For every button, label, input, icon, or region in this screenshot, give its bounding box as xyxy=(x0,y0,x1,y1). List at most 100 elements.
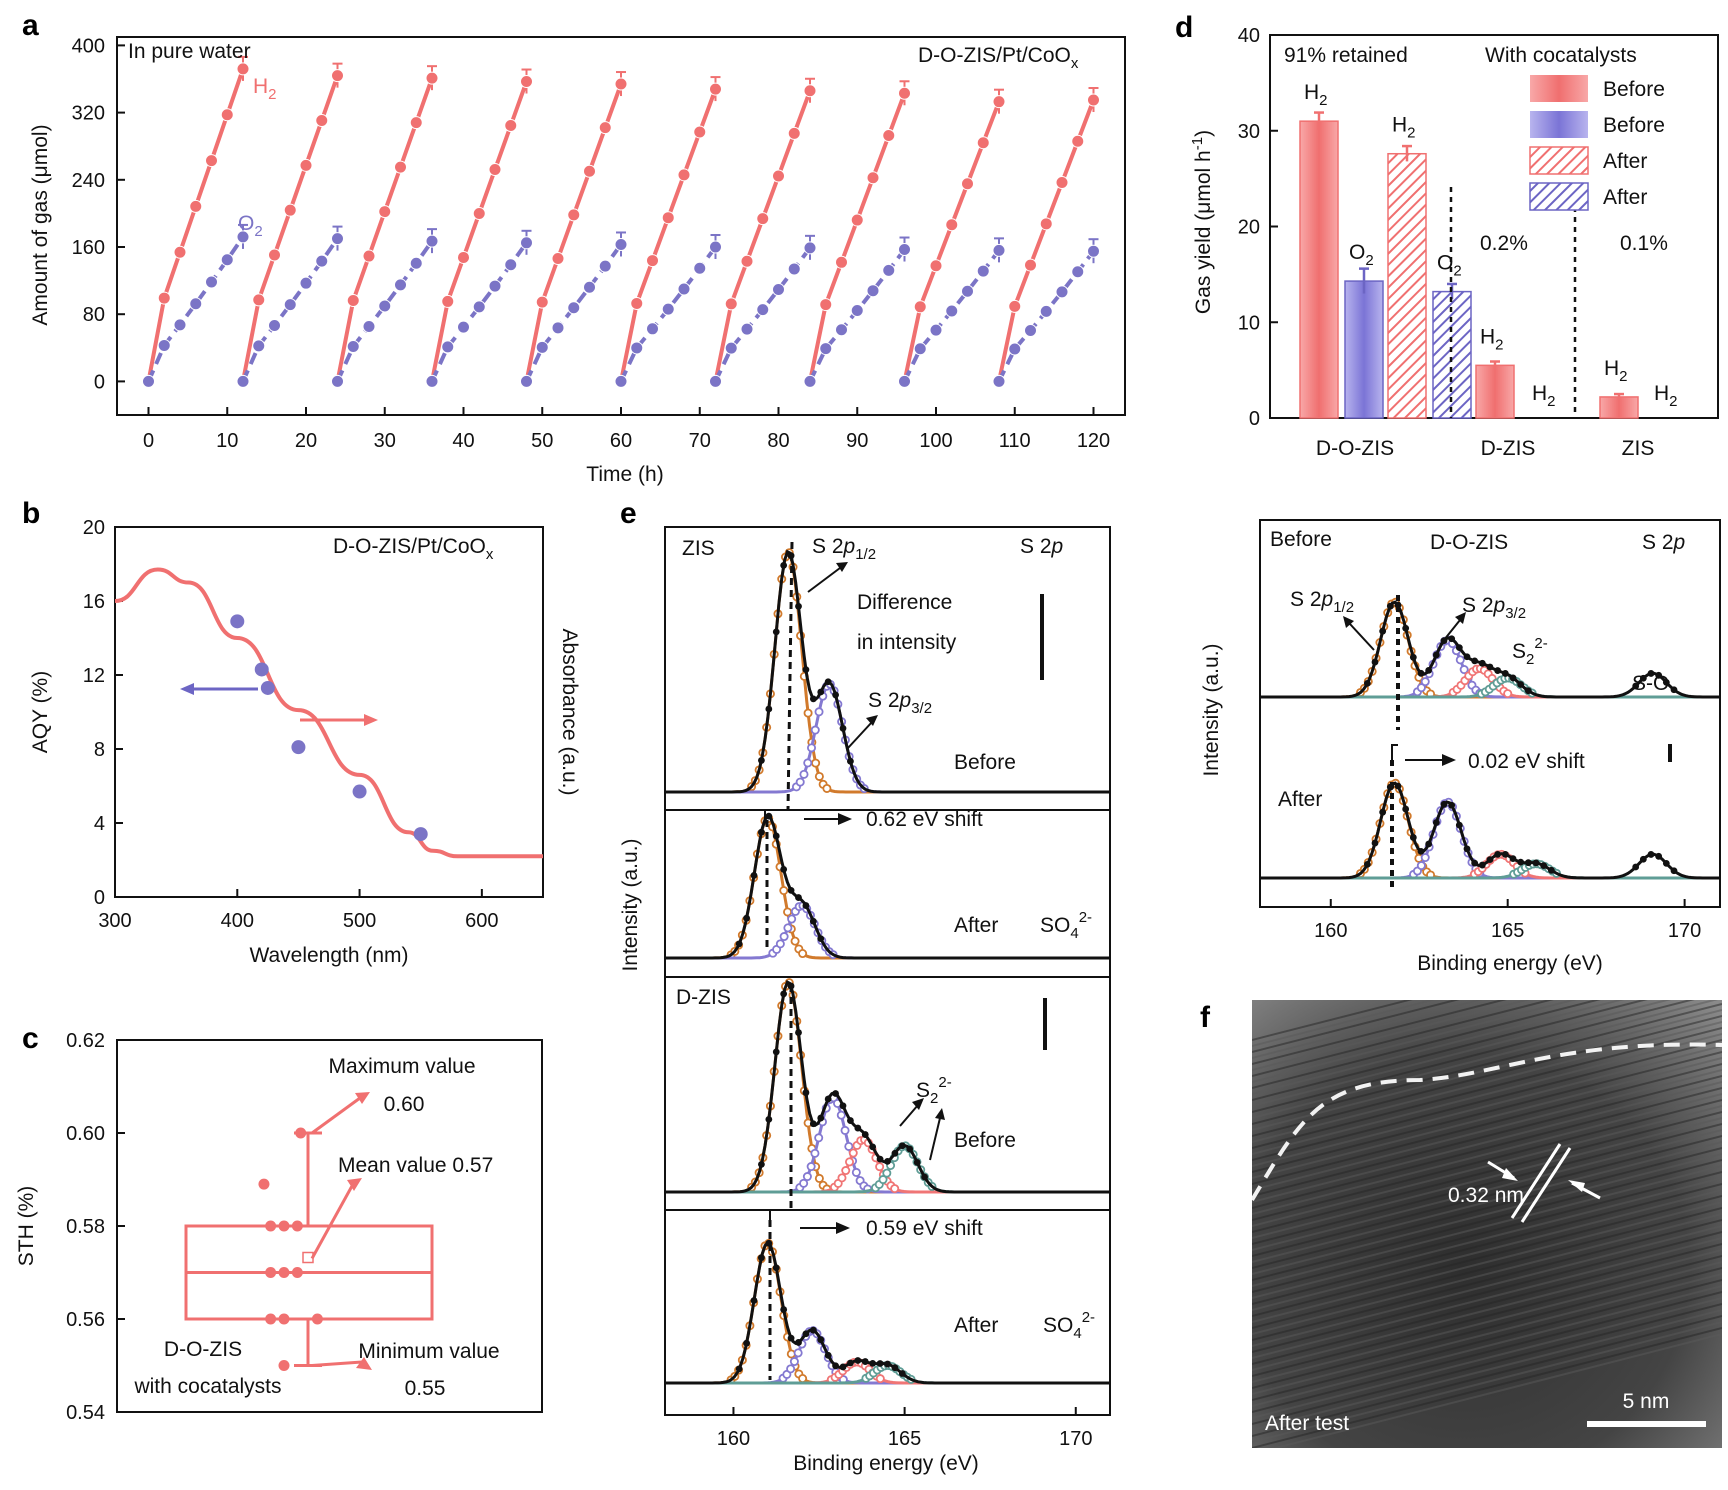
chart-c: 0.54 0.56 0.58 0.60 0.62 STH (%) Maximum val… xyxy=(15,1030,543,1424)
chart-a-o2-point xyxy=(1024,323,1037,337)
chart-d2-raw-point xyxy=(1478,861,1486,869)
tem-lattice-fringe xyxy=(1252,1111,1722,1233)
chart-d-bar-label: O2 xyxy=(1437,252,1462,280)
chart-b-aqy-point xyxy=(254,662,269,677)
chart-a-o2-point xyxy=(504,258,518,272)
chart-a-h2-point xyxy=(614,77,628,91)
chart-e-raw-point xyxy=(780,990,788,998)
chart-e-raw-point xyxy=(884,1157,891,1165)
chart-a-o2-point xyxy=(850,304,864,318)
chart-d-bar xyxy=(1387,152,1427,419)
tem-background xyxy=(1252,1000,1722,1448)
chart-d-bar-label: H2 xyxy=(1304,81,1328,109)
chart-d-bar xyxy=(1299,120,1339,419)
chart-a-o2-point xyxy=(520,374,533,388)
chart-a-h2-point xyxy=(315,113,329,127)
chart-a-o2-point xyxy=(803,374,817,388)
chart-e-ref-zis-join xyxy=(764,809,788,820)
chart-e-fit-marker xyxy=(814,1173,824,1183)
chart-d2-xtick-label: 165 xyxy=(1491,920,1524,942)
tem-fringe-line-2 xyxy=(1520,1147,1572,1223)
tem-lattice-fringe xyxy=(1252,1051,1722,1173)
chart-e-before-2: Before xyxy=(954,1129,1016,1152)
chart-e-xtick-label: 160 xyxy=(717,1428,750,1450)
chart-e-fit-marker xyxy=(783,923,793,933)
chart-a-h2-point xyxy=(646,254,659,268)
chart-e-s22-label: S22- xyxy=(916,1074,952,1107)
chart-e-fit-marker xyxy=(789,1357,799,1367)
tem-lattice-fringe xyxy=(1252,1123,1722,1245)
tem-lattice-fringe xyxy=(1252,1000,1695,1113)
chart-d-bar-label: H2 xyxy=(1480,325,1504,353)
chart-e-raw-point xyxy=(869,1143,877,1151)
chart-a-o2-point xyxy=(189,297,203,311)
tem-lattice-fringe xyxy=(1252,1039,1722,1161)
chart-e-raw-point xyxy=(884,1360,891,1368)
chart-d-legend-swatch-4 xyxy=(1529,182,1589,211)
chart-a-o2-point xyxy=(787,262,801,276)
chart-e-xtick-label: 165 xyxy=(888,1428,921,1450)
tem-fringe-line-1 xyxy=(1510,1143,1562,1219)
chart-d2-raw-point xyxy=(1494,667,1502,674)
chart-a-o2-point xyxy=(409,256,423,270)
chart-e-raw-point xyxy=(802,1089,810,1097)
chart-c-arrow-min xyxy=(311,1360,363,1367)
chart-a-xtick-label: 0 xyxy=(143,430,154,452)
chart-d2-raw-point xyxy=(1363,679,1371,687)
chart-d2-raw-point xyxy=(1402,805,1410,813)
chart-d-ylabel: Gas yield (μmol h-1) xyxy=(1189,130,1215,314)
chart-b-xtick-label: 400 xyxy=(221,910,254,932)
chart-e-raw-point xyxy=(876,1360,884,1367)
chart-d2-raw-point xyxy=(1632,682,1640,690)
chart-c-ytick-label: 0.54 xyxy=(66,1402,105,1424)
chart-e-fit-marker xyxy=(798,1374,808,1384)
chart-a-title-left: In pure water xyxy=(128,40,251,63)
tem-lattice-fringe xyxy=(1252,1177,1722,1299)
chart-a-h2-point xyxy=(157,291,171,305)
chart-e-after-2: After xyxy=(954,1314,998,1337)
chart-d2-raw-point xyxy=(1440,800,1448,808)
chart-d2-raw-point xyxy=(1432,651,1440,659)
chart-d-legend-title: With cocatalysts xyxy=(1485,44,1637,67)
chart-e-raw-point xyxy=(817,935,825,943)
chart-d2-raw-point xyxy=(1524,859,1532,867)
chart-e-raw-point xyxy=(847,1117,854,1124)
chart-d-bar-label: H2 xyxy=(1532,382,1556,410)
chart-d-bar-label: H2 xyxy=(1654,382,1678,410)
tem-lattice-fringe xyxy=(1252,1237,1722,1359)
chart-d2-after-label: After xyxy=(1278,788,1322,811)
chart-a-o2-point xyxy=(835,323,848,337)
chart-e-raw-point xyxy=(772,832,780,840)
chart-c-point xyxy=(278,1360,290,1371)
chart-e-dzis-label: D-ZIS xyxy=(676,986,731,1009)
chart-a-h2-point xyxy=(551,251,565,265)
chart-a-o2-point xyxy=(1008,342,1022,356)
chart-d2-raw-point xyxy=(1662,678,1670,686)
chart-c-point xyxy=(295,1127,307,1139)
chart-b-aqy-point xyxy=(230,614,245,629)
chart-b-aqy-point xyxy=(413,827,428,842)
tem-caption: After test xyxy=(1265,1412,1349,1435)
chart-e-frame xyxy=(664,526,1111,1416)
tem-image: 0.32 nm 5 nm After test xyxy=(1252,1000,1722,1448)
chart-e-fit-marker xyxy=(836,1110,846,1120)
chart-e-raw-point xyxy=(735,940,743,948)
chart-b-ytick-label: 0 xyxy=(94,887,105,909)
chart-a-xtick-label: 80 xyxy=(767,430,789,452)
chart-e-raw-point xyxy=(824,1351,832,1359)
chart-e-raw-point xyxy=(898,1370,906,1377)
chart-a-o2-point xyxy=(457,320,470,334)
tem-lattice-fringe xyxy=(1252,1015,1722,1137)
chart-e-raw-point xyxy=(906,1145,914,1153)
chart-b-ytick-label: 16 xyxy=(83,591,105,613)
chart-e-fit-marker xyxy=(844,1141,854,1151)
chart-a-o2-point xyxy=(961,284,974,298)
chart-e-raw-point xyxy=(743,914,750,922)
chart-e-arrow-s2p32 xyxy=(847,721,873,749)
chart-c-point xyxy=(278,1267,290,1278)
chart-e-fit-marker xyxy=(779,886,789,896)
chart-a-o2-point xyxy=(331,374,344,388)
chart-e-ref-zis-before xyxy=(786,541,794,811)
chart-a-h2-point xyxy=(394,160,407,174)
tem-lattice-fringe xyxy=(1252,1153,1722,1275)
